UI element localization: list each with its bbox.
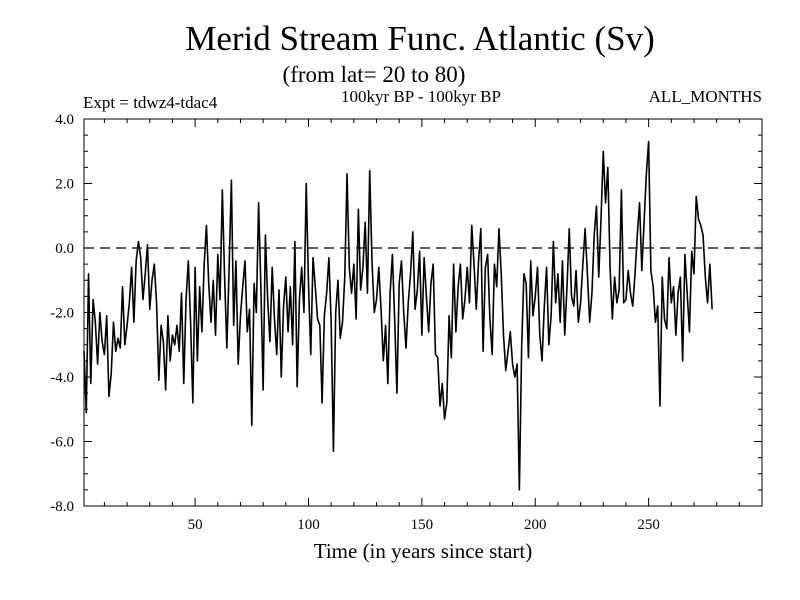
y-axis: -8.0 -6.0 -4.0 -2.0 0.0 2.0 4.0	[50, 112, 762, 515]
x-axis: 50 100 150 200 250	[103, 119, 763, 533]
y-tick-label: -4.0	[50, 370, 74, 386]
y-tick-label: 4.0	[55, 112, 74, 128]
x-tick-label: 150	[411, 517, 434, 533]
y-tick-label: -6.0	[50, 435, 74, 451]
x-axis-label: Time (in years since start)	[314, 539, 533, 563]
y-tick-label: 0.0	[55, 241, 74, 257]
series-layer	[83, 140, 713, 491]
y-tick-label: 2.0	[55, 177, 74, 193]
y-tick-label: -2.0	[50, 306, 74, 322]
x-tick-label: 100	[297, 517, 320, 533]
x-tick-label: 250	[637, 517, 660, 533]
x-tick-label: 50	[188, 517, 203, 533]
chart-title: Merid Stream Func. Atlantic (Sv)	[185, 19, 655, 58]
experiment-label: Expt = tdwz4-tdac4	[83, 93, 218, 112]
time-range-label: 100kyr BP - 100kyr BP	[341, 87, 501, 106]
x-tick-label: 200	[524, 517, 547, 533]
chart-subtitle: (from lat= 20 to 80)	[283, 62, 466, 87]
months-label: ALL_MONTHS	[649, 87, 762, 106]
y-tick-label: -8.0	[50, 499, 74, 515]
series-line-0	[83, 140, 713, 491]
